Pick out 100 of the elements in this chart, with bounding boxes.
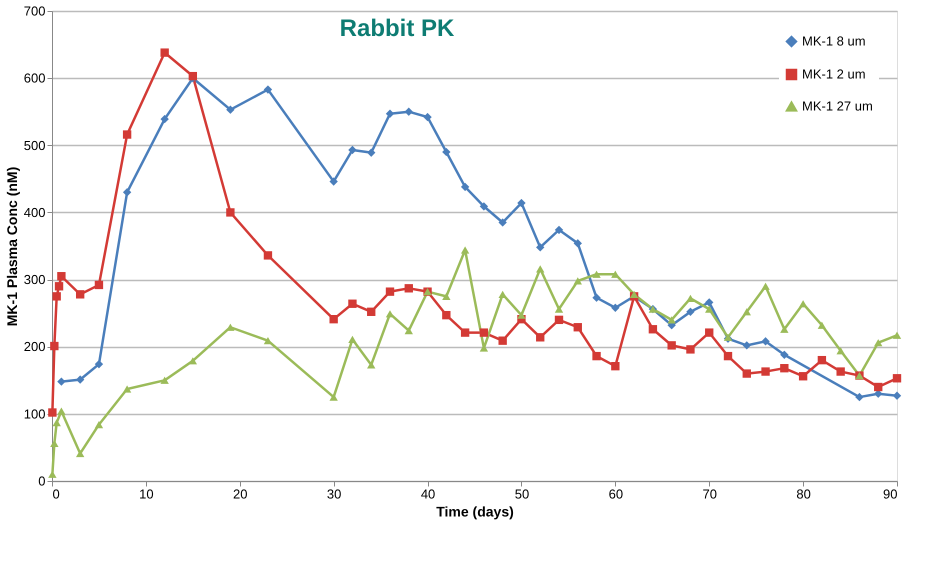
point (498, 218, 507, 227)
point (648, 325, 658, 334)
point (724, 352, 732, 360)
point (780, 364, 789, 372)
point (329, 177, 338, 186)
point (160, 376, 169, 384)
point (574, 323, 582, 332)
point (48, 408, 57, 417)
point (705, 305, 714, 313)
point (122, 188, 132, 196)
point (94, 280, 104, 290)
point (329, 315, 338, 324)
x-tick-label: 0 (52, 486, 60, 502)
point (76, 375, 84, 384)
point (592, 352, 601, 360)
point (611, 270, 620, 278)
point (761, 337, 770, 346)
point (686, 345, 695, 354)
point (780, 326, 789, 333)
legend-label: MK-1 2 um (802, 66, 866, 82)
point (686, 294, 695, 302)
point (761, 367, 770, 376)
x-tick-label: 20 (233, 486, 248, 502)
point (348, 146, 357, 154)
x-tick-label: 30 (326, 486, 342, 502)
y-tick-label: 100 (24, 406, 46, 422)
point (892, 374, 902, 382)
point (480, 202, 488, 211)
point (57, 377, 66, 386)
point (264, 251, 272, 260)
point (460, 182, 470, 192)
point (329, 393, 338, 401)
point (554, 226, 564, 234)
point (367, 361, 376, 368)
y-tick-label: 200 (24, 339, 46, 354)
point (874, 339, 882, 346)
point (742, 369, 751, 378)
point (874, 382, 882, 392)
y-tick-label: 300 (24, 272, 46, 288)
y-tick-label: 400 (24, 204, 46, 220)
point (592, 270, 601, 278)
point (76, 290, 84, 299)
point (57, 408, 66, 415)
point (818, 322, 826, 329)
point (442, 148, 451, 156)
point (94, 360, 104, 368)
point (423, 112, 432, 122)
y-tick-label: 700 (24, 4, 46, 18)
point (592, 294, 601, 302)
point (554, 305, 564, 313)
point (386, 287, 394, 296)
point (460, 328, 470, 337)
point (836, 347, 845, 354)
point (54, 282, 64, 290)
y-tick-label: 500 (24, 138, 46, 153)
y-tick-label: 0 (38, 474, 46, 488)
point (686, 308, 695, 316)
point (348, 300, 357, 308)
point (160, 114, 169, 124)
chart-title: Rabbit PK (340, 15, 455, 42)
point (367, 308, 376, 316)
point (742, 308, 751, 316)
point (818, 356, 826, 364)
point (442, 310, 451, 320)
point (348, 336, 357, 343)
point (226, 208, 235, 217)
point (536, 265, 544, 272)
x-tick-label: 70 (702, 486, 717, 502)
point (761, 282, 770, 290)
point (122, 130, 132, 139)
x-tick-label: 90 (883, 486, 898, 502)
point (442, 292, 451, 300)
x-axis-title: Time (days) (436, 504, 514, 520)
point (226, 106, 235, 114)
x-tick-label: 50 (514, 486, 530, 502)
point (667, 341, 676, 350)
point (517, 198, 526, 208)
x-tick-label: 40 (420, 486, 436, 502)
point (536, 243, 544, 252)
point (404, 108, 413, 116)
point (742, 341, 751, 350)
x-tick-label: 10 (139, 486, 154, 502)
point (517, 312, 526, 319)
point (855, 392, 864, 402)
point (480, 328, 488, 337)
point (404, 326, 413, 334)
point (460, 246, 470, 254)
point (498, 336, 507, 345)
y-axis-title: MK-1 Plasma Conc (nM) (4, 166, 20, 326)
point (76, 450, 84, 458)
point (554, 316, 564, 324)
x-tick-label: 60 (608, 486, 624, 502)
legend-label: MK-1 27 um (802, 98, 873, 114)
point (611, 304, 620, 312)
point (536, 333, 544, 342)
point (404, 284, 413, 292)
point (611, 362, 620, 370)
point (52, 292, 61, 301)
point (50, 342, 59, 350)
point (892, 332, 902, 339)
